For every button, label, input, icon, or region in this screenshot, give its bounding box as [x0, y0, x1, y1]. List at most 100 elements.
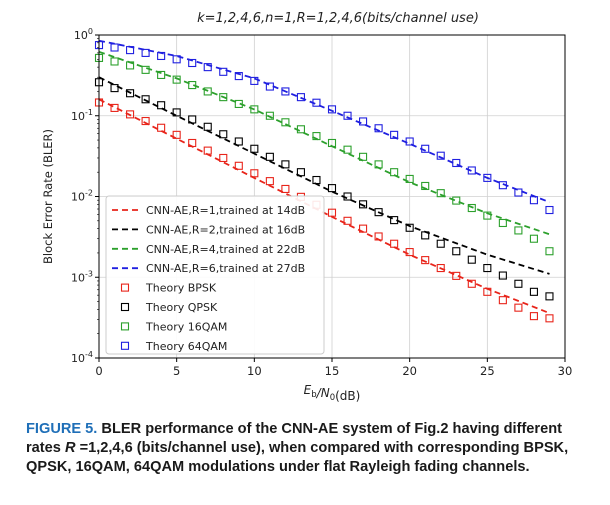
data-marker	[545, 247, 554, 256]
data-marker	[405, 248, 414, 257]
data-marker	[296, 125, 305, 134]
data-marker	[327, 138, 337, 148]
data-marker	[203, 63, 212, 72]
data-marker	[219, 93, 228, 102]
data-marker	[312, 175, 321, 185]
data-marker	[126, 61, 135, 70]
data-marker	[234, 72, 243, 81]
data-marker	[141, 48, 150, 57]
data-marker	[281, 87, 290, 96]
data-marker	[498, 181, 507, 190]
data-marker	[265, 82, 274, 91]
data-marker	[172, 55, 181, 64]
data-marker	[436, 189, 445, 198]
data-marker	[483, 263, 492, 273]
data-marker	[374, 124, 383, 133]
data-marker	[219, 130, 228, 139]
series-line	[98, 39, 550, 204]
data-marker	[359, 200, 368, 209]
legend-label: CNN-AE,R=4,trained at 22dB	[146, 243, 305, 256]
data-marker	[265, 111, 274, 120]
data-marker	[203, 146, 212, 155]
x-tick-label: 0	[95, 364, 102, 378]
data-marker	[157, 101, 166, 110]
data-marker	[157, 123, 166, 132]
data-marker	[296, 168, 305, 177]
legend-marker-swatch	[120, 283, 130, 292]
legend-label: Theory 16QAM	[145, 320, 227, 333]
data-marker	[498, 218, 507, 228]
y-tick-label: 10-4	[71, 350, 93, 365]
data-marker	[421, 144, 430, 153]
data-marker	[467, 166, 476, 175]
x-tick-label: 10	[247, 364, 262, 378]
axis-ticks: 0 5 10 15 20 25 30 100 10-1 10-2 10-3 10-4	[71, 27, 572, 378]
data-marker	[126, 46, 135, 55]
y-tick-label: 10-3	[71, 269, 93, 284]
data-marker	[312, 98, 321, 107]
data-marker	[514, 303, 523, 312]
data-marker	[390, 168, 399, 177]
data-marker	[234, 99, 243, 109]
data-marker	[327, 184, 337, 193]
legend-marker-swatch	[120, 302, 130, 312]
x-tick-label: 15	[325, 364, 340, 378]
data-marker	[250, 144, 259, 153]
data-marker	[250, 76, 259, 85]
legend-label: Theory 64QAM	[145, 340, 227, 353]
data-marker	[390, 130, 399, 139]
data-marker	[452, 247, 461, 256]
x-tick-label: 20	[402, 364, 417, 378]
data-marker	[467, 203, 476, 213]
data-marker	[374, 160, 383, 169]
plot-series	[94, 39, 554, 323]
data-marker	[436, 151, 445, 160]
data-marker	[172, 130, 181, 139]
data-marker	[126, 110, 135, 119]
data-marker	[327, 208, 337, 217]
data-marker	[110, 103, 119, 112]
data-marker	[390, 216, 399, 225]
data-marker	[157, 70, 166, 80]
data-marker	[343, 216, 352, 225]
data-marker	[281, 160, 290, 169]
legend-label: Theory BPSK	[145, 282, 217, 295]
data-marker	[498, 271, 507, 280]
data-marker	[265, 152, 274, 161]
data-marker	[141, 116, 150, 126]
legend-label: Theory QPSK	[145, 301, 218, 314]
data-marker	[265, 177, 274, 186]
data-marker	[545, 205, 554, 215]
x-tick-label: 25	[480, 364, 495, 378]
data-marker	[234, 161, 243, 170]
data-marker	[281, 118, 290, 127]
caption-text-1: BLER performance of the CNN-AE system of…	[26, 421, 562, 456]
data-marker	[172, 108, 181, 117]
data-marker	[467, 255, 476, 264]
y-axis-label: Block Error Rate (BLER)	[41, 129, 55, 264]
data-marker	[188, 138, 197, 148]
y-tick-label: 100	[74, 27, 93, 42]
data-marker	[250, 169, 259, 178]
legend: CNN-AE,R=1,trained at 14dB CNN-AE,R=2,tra…	[105, 195, 325, 355]
y-tick-label: 10-2	[71, 189, 93, 204]
data-marker	[421, 256, 430, 265]
data-marker	[157, 51, 166, 61]
data-marker	[374, 232, 383, 241]
data-marker	[250, 105, 259, 114]
caption-text-2: =1,2,4,6 (bits/channel use), when compar…	[26, 440, 569, 475]
caption-r-symbol: R	[64, 440, 76, 456]
data-marker	[436, 263, 445, 273]
x-axis-label: Eb/N0(dB)	[304, 383, 361, 403]
data-marker	[172, 75, 181, 84]
data-marker	[141, 95, 150, 104]
data-marker	[405, 223, 414, 232]
data-marker	[421, 231, 430, 240]
data-marker	[374, 208, 383, 217]
data-marker	[219, 153, 228, 163]
data-marker	[126, 89, 135, 98]
data-marker	[452, 158, 461, 168]
data-marker	[545, 314, 554, 323]
data-marker	[514, 279, 523, 288]
data-marker	[514, 188, 523, 197]
